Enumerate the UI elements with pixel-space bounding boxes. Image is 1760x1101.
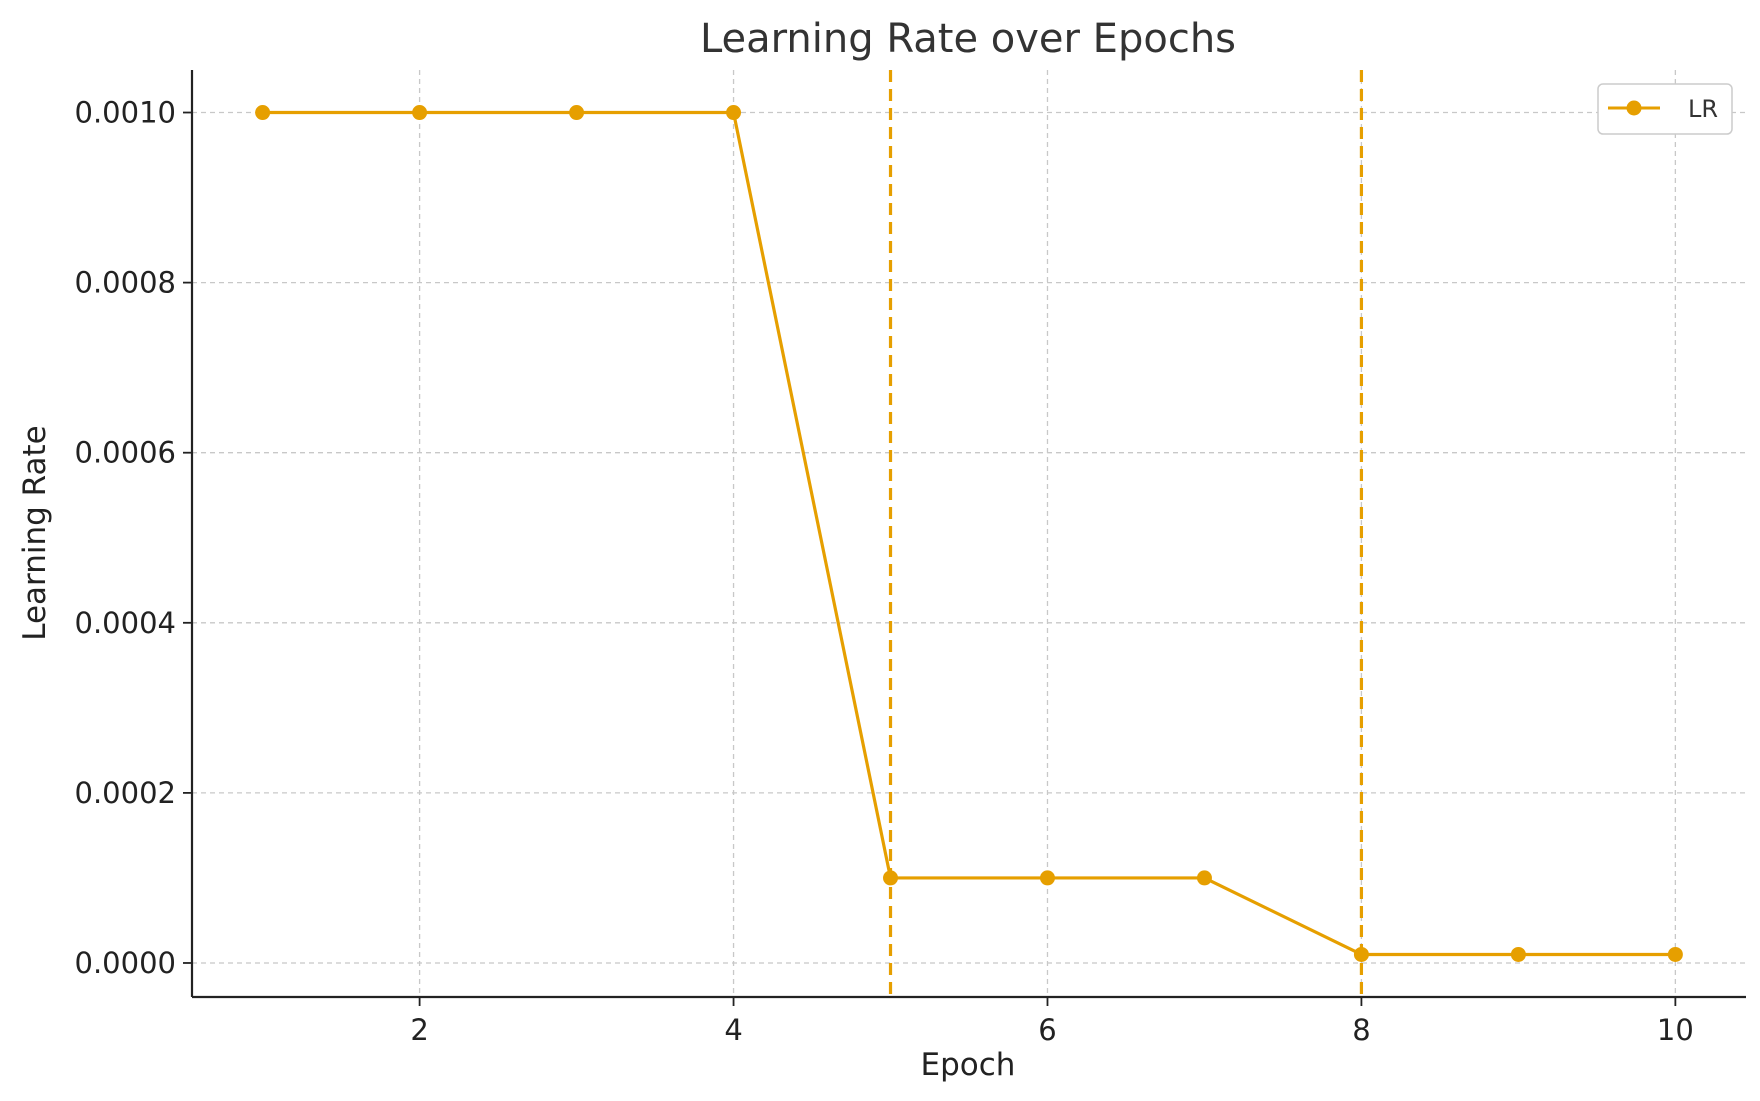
legend-box [1597,83,1733,135]
chart-title: Learning Rate over Epochs [700,16,1236,62]
data-point [1667,946,1683,962]
y-tick-label: 0.0004 [75,606,176,640]
data-point [1353,946,1369,962]
legend-marker [1626,100,1642,116]
axes [190,70,1746,999]
data-point [1039,870,1055,886]
data-point [412,105,428,121]
data-point [1510,946,1526,962]
series-line [262,110,1676,957]
grid [192,70,1746,997]
y-axis-label: Learning Rate [17,425,53,641]
data-point [569,105,585,121]
data-point [255,105,271,121]
y-tick-label: 0.0000 [75,946,176,980]
y-tick-label: 0.0006 [75,436,176,470]
series-group [255,105,1683,962]
data-point [726,105,742,121]
vertical-lines [888,70,1364,997]
y-tick-label: 0.0008 [75,266,176,300]
x-tick-label: 10 [1657,1013,1694,1047]
x-axis-label: Epoch [921,1047,1016,1083]
y-tick-label: 0.0010 [75,96,176,130]
data-point [1196,870,1212,886]
ticks: 2 4 6 8 10 0.0000 0.0002 0.0004 0.0006 0.0008 0.00… [75,96,1694,1047]
x-tick-label: 6 [1038,1013,1056,1047]
x-tick-label: 4 [724,1013,742,1047]
legend-label: LR [1688,95,1718,123]
data-point [883,870,899,886]
x-tick-label: 2 [410,1013,428,1047]
legend: LR [1597,83,1733,135]
x-tick-label: 8 [1352,1013,1370,1047]
y-tick-label: 0.0002 [75,776,176,810]
